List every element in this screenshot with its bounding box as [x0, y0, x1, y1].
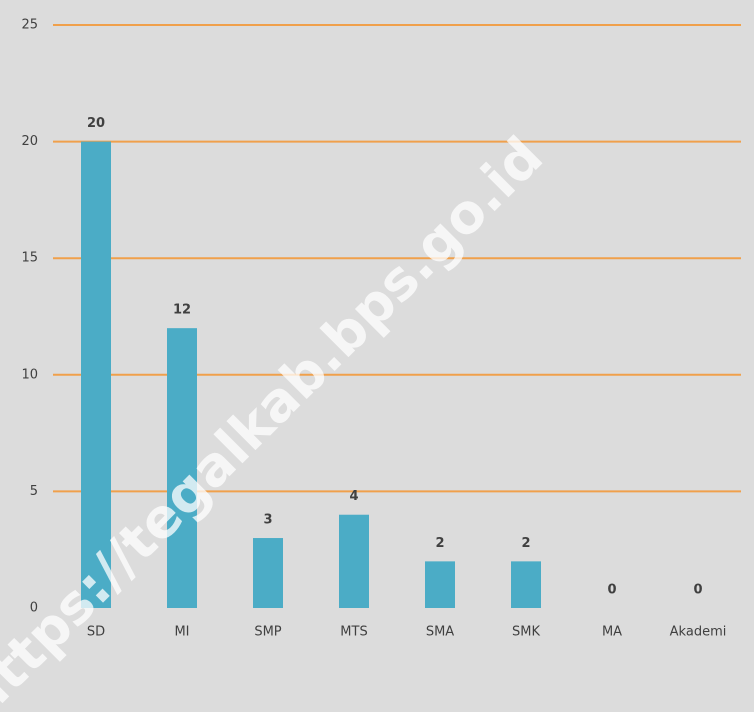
x-tick-label: SD: [87, 625, 105, 640]
value-label: 12: [173, 303, 191, 318]
x-tick-label: Akademi: [670, 625, 727, 640]
bar: [425, 561, 455, 608]
bar: [339, 514, 369, 608]
y-tick-label: 20: [21, 134, 38, 149]
y-tick-label: 5: [30, 484, 38, 499]
value-label: 2: [521, 536, 530, 551]
value-label: 4: [349, 489, 358, 504]
value-label: 20: [87, 116, 105, 131]
x-tick-label: MTS: [340, 625, 367, 640]
y-tick-label: 15: [21, 251, 38, 266]
value-label: 3: [263, 513, 272, 528]
y-tick-label: 25: [21, 18, 38, 33]
value-label: 0: [607, 583, 616, 598]
bar: [511, 561, 541, 608]
value-label: 2: [435, 536, 444, 551]
x-tick-label: MA: [602, 625, 622, 640]
y-tick-label: 10: [21, 367, 38, 382]
bar: [81, 141, 111, 608]
x-tick-label: MI: [174, 625, 189, 640]
bar: [167, 328, 197, 608]
x-tick-label: SMA: [426, 625, 454, 640]
value-label: 0: [693, 583, 702, 598]
x-tick-label: SMK: [512, 625, 540, 640]
bar: [253, 538, 283, 608]
x-tick-label: SMP: [254, 625, 281, 640]
y-tick-label: 0: [30, 601, 38, 616]
